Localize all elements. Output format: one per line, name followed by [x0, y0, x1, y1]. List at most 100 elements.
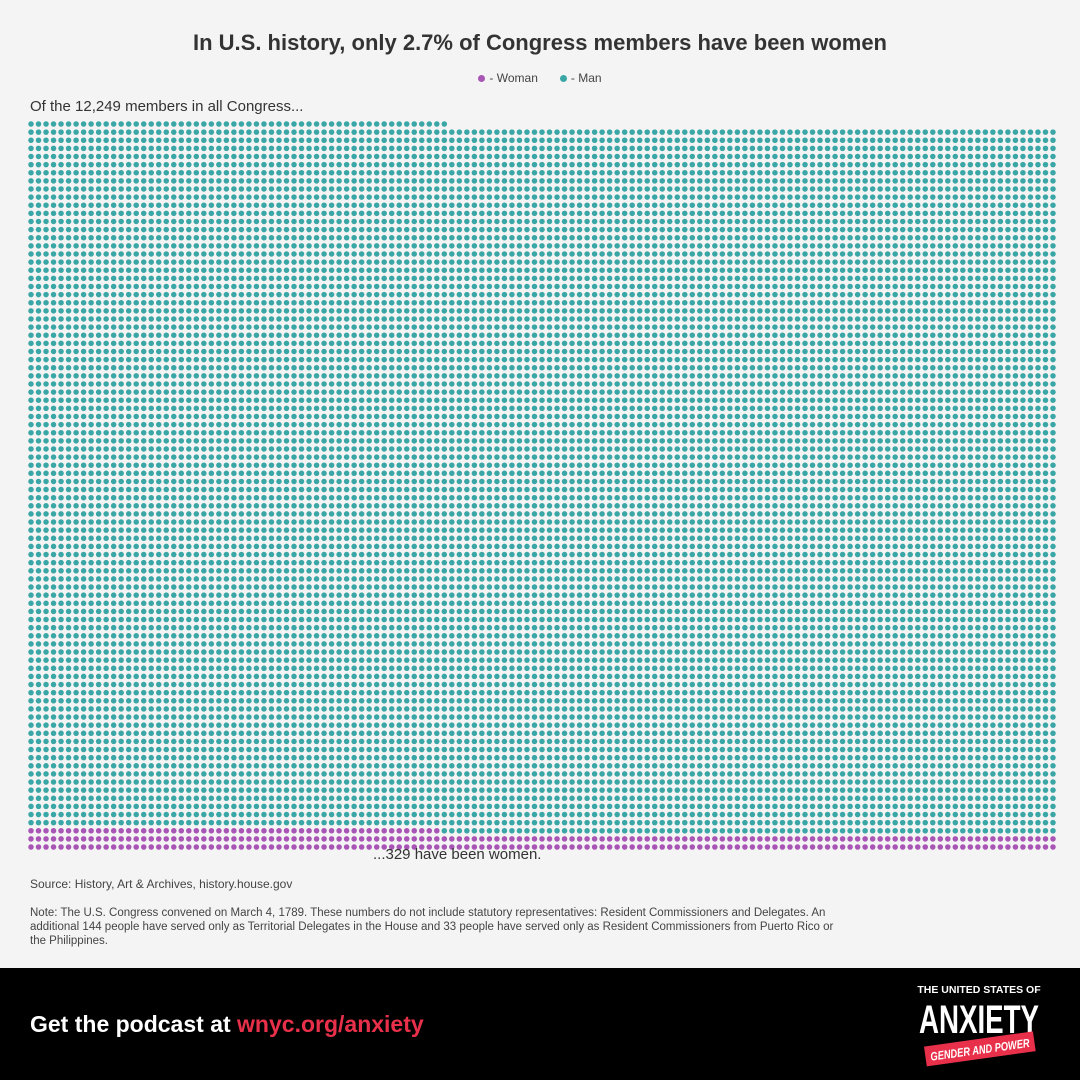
- man-dot: [914, 787, 921, 793]
- man-dot: [531, 722, 538, 728]
- man-dot: [223, 738, 230, 745]
- man-dot: [884, 657, 891, 663]
- man-dot: [757, 811, 763, 818]
- man-dot: [524, 592, 530, 598]
- man-dot: [276, 722, 282, 728]
- man-dot: [208, 754, 215, 761]
- man-dot: [614, 754, 620, 761]
- man-dot: [727, 738, 733, 745]
- man-dot: [892, 600, 898, 607]
- man-dot: [952, 795, 959, 802]
- man-dot: [591, 819, 598, 826]
- man-dot: [847, 600, 853, 607]
- man-dot: [103, 559, 109, 566]
- man-dot: [381, 608, 387, 615]
- man-dot: [464, 592, 470, 598]
- man-dot: [449, 559, 455, 566]
- man-dot: [877, 698, 883, 704]
- man-dot: [366, 624, 372, 631]
- man-dot: [614, 771, 620, 777]
- man-dot: [742, 559, 748, 566]
- man-dot: [133, 722, 139, 728]
- man-dot: [809, 568, 816, 574]
- man-dot: [930, 738, 936, 745]
- man-dot: [599, 616, 605, 623]
- man-dot: [193, 698, 200, 704]
- man-dot: [373, 624, 380, 631]
- man-dot: [674, 584, 681, 590]
- man-dot: [411, 811, 417, 818]
- man-dot: [824, 706, 831, 712]
- woman-dot: [283, 844, 290, 850]
- man-dot: [238, 706, 245, 712]
- man-dot: [531, 706, 538, 712]
- man-dot: [952, 746, 959, 753]
- man-dot: [471, 559, 478, 566]
- man-dot: [952, 584, 959, 590]
- man-dot: [163, 698, 170, 704]
- man-dot: [591, 616, 598, 623]
- man-dot: [1050, 681, 1056, 688]
- man-dot: [306, 746, 312, 753]
- man-dot: [388, 681, 395, 688]
- man-dot: [569, 763, 575, 769]
- man-dot: [945, 624, 951, 631]
- man-dot: [945, 616, 951, 623]
- man-dot: [982, 811, 989, 818]
- man-dot: [434, 803, 440, 810]
- woman-dot: [1042, 836, 1049, 842]
- man-dot: [479, 698, 485, 704]
- man-dot: [373, 819, 380, 826]
- man-dot: [201, 698, 207, 704]
- man-dot: [787, 592, 793, 598]
- man-dot: [35, 706, 42, 712]
- man-dot: [524, 633, 530, 639]
- man-dot: [471, 803, 478, 810]
- man-dot: [464, 665, 470, 672]
- woman-dot: [58, 844, 64, 850]
- man-dot: [35, 803, 42, 810]
- man-dot: [388, 568, 395, 574]
- man-dot: [742, 746, 748, 753]
- man-dot: [253, 787, 260, 793]
- man-dot: [358, 706, 365, 712]
- man-dot: [283, 600, 290, 607]
- man-dot: [88, 795, 94, 802]
- man-dot: [990, 624, 996, 631]
- man-dot: [997, 811, 1004, 818]
- man-dot: [479, 730, 485, 737]
- man-dot: [764, 779, 771, 785]
- man-dot: [65, 779, 72, 785]
- man-dot: [719, 608, 726, 615]
- man-dot: [914, 803, 921, 810]
- man-dot: [426, 624, 433, 631]
- man-dot: [712, 633, 718, 639]
- man-dot: [434, 551, 440, 558]
- man-dot: [561, 730, 568, 737]
- man-dot: [1035, 819, 1041, 826]
- man-dot: [990, 828, 996, 834]
- man-dot: [689, 584, 696, 590]
- man-dot: [426, 771, 433, 777]
- man-dot: [591, 600, 598, 607]
- man-dot: [58, 811, 64, 818]
- man-dot: [1005, 754, 1011, 761]
- man-dot: [434, 819, 440, 826]
- woman-dot: [268, 836, 275, 842]
- man-dot: [449, 828, 455, 834]
- man-dot: [554, 624, 560, 631]
- man-dot: [336, 754, 342, 761]
- man-dot: [682, 706, 688, 712]
- man-dot: [719, 828, 726, 834]
- man-dot: [193, 795, 200, 802]
- man-dot: [539, 633, 545, 639]
- woman-dot: [261, 844, 267, 850]
- man-dot: [268, 754, 275, 761]
- man-dot: [930, 803, 936, 810]
- man-dot: [524, 608, 530, 615]
- man-dot: [336, 763, 342, 769]
- man-dot: [171, 771, 177, 777]
- man-dot: [479, 633, 485, 639]
- man-dot: [178, 641, 185, 647]
- man-dot: [283, 722, 290, 728]
